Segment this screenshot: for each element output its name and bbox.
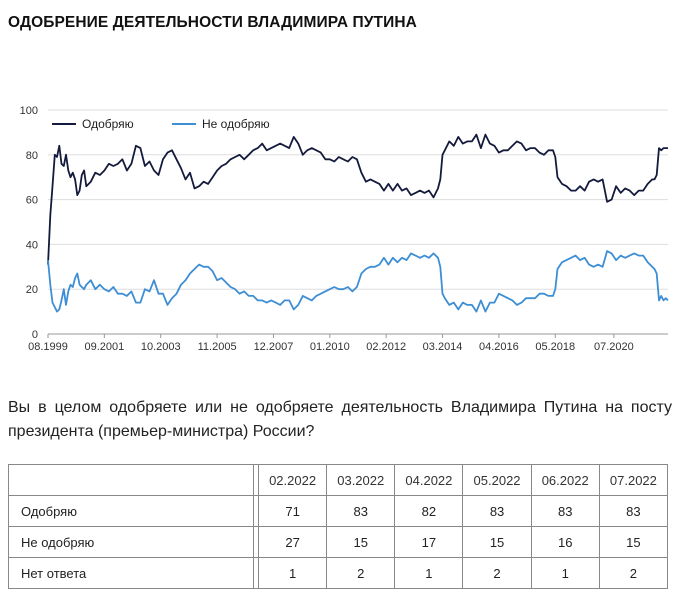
x-tick-label: 10.2003: [141, 341, 181, 353]
column-header: 05.2022: [462, 464, 532, 496]
y-tick-label: 20: [26, 284, 38, 296]
x-axis-ticks: 08.1999 09.2001 10.2003 11.2005 12.2007 01.20…: [28, 334, 634, 353]
table-cell: 1: [257, 557, 328, 589]
table-row: Одобряю 71 83 82 83 83 83: [8, 495, 669, 527]
table-header-row: 02.2022 03.2022 04.2022 05.2022 06.2022 …: [8, 464, 669, 496]
column-header: 06.2022: [530, 464, 600, 496]
table-cell: 83: [326, 495, 396, 527]
y-tick-label: 100: [20, 105, 38, 117]
survey-question: Вы в целом одобряете или не одобряете де…: [8, 399, 672, 440]
table-cell: 17: [394, 526, 464, 558]
approval-line-chart: 0 20 40 60 80 100 08.1999 09.2001 10.2003 11.200…: [20, 105, 669, 353]
legend-label: Одобряю: [82, 117, 134, 131]
disapprove-series-line: [47, 250, 669, 313]
row-label: Одобряю: [8, 495, 254, 527]
table-corner-cell: [8, 464, 254, 496]
y-tick-label: 60: [26, 195, 38, 207]
table-cell: 1: [394, 557, 464, 589]
table-row: Нет ответа 1 2 1 2 1 2: [8, 557, 669, 589]
x-tick-label: 09.2001: [84, 341, 124, 353]
x-tick-label: 08.1999: [28, 341, 68, 353]
column-header: 03.2022: [326, 464, 396, 496]
table-cell: 83: [598, 495, 669, 527]
table-cell: 83: [530, 495, 600, 527]
table-cell: 15: [598, 526, 669, 558]
table-cell: 2: [326, 557, 396, 589]
table-cell: 82: [394, 495, 464, 527]
column-header: 04.2022: [394, 464, 464, 496]
row-label: Нет ответа: [8, 557, 254, 589]
legend: Одобряю Не одобряю: [52, 117, 270, 131]
table-cell: 2: [462, 557, 532, 589]
legend-label: Не одобряю: [202, 117, 270, 131]
table-cell: 83: [462, 495, 532, 527]
y-axis-ticks: 0 20 40 60 80 100: [20, 105, 38, 341]
row-label: Не одобряю: [8, 526, 254, 558]
x-tick-label: 05.2018: [535, 341, 575, 353]
table-cell: 16: [530, 526, 600, 558]
table-cell: 71: [257, 495, 328, 527]
table-row: Не одобряю 27 15 17 15 16 15: [8, 526, 669, 558]
approve-series-line: [47, 133, 668, 265]
table-cell: 1: [530, 557, 600, 589]
results-table: 02.2022 03.2022 04.2022 05.2022 06.2022 …: [8, 464, 669, 589]
table-cell: 15: [462, 526, 532, 558]
y-tick-label: 40: [26, 239, 38, 251]
x-tick-label: 03.2014: [423, 341, 463, 353]
x-tick-label: 12.2007: [254, 341, 294, 353]
x-tick-label: 04.2016: [479, 341, 519, 353]
x-tick-label: 02.2012: [366, 341, 406, 353]
page-title: ОДОБРЕНИЕ ДЕЯТЕЛЬНОСТИ ВЛАДИМИРА ПУТИНА: [8, 14, 417, 31]
series-lines: [47, 133, 669, 313]
table-cell: 2: [598, 557, 669, 589]
table-cell: 15: [326, 526, 396, 558]
column-header: 07.2022: [598, 464, 669, 496]
column-header: 02.2022: [257, 464, 328, 496]
x-tick-label: 01.2010: [310, 341, 350, 353]
y-tick-label: 0: [32, 329, 38, 341]
y-tick-label: 80: [26, 150, 38, 162]
table-cell: 27: [257, 526, 328, 558]
x-tick-label: 07.2020: [594, 341, 634, 353]
x-tick-label: 11.2005: [198, 341, 237, 353]
